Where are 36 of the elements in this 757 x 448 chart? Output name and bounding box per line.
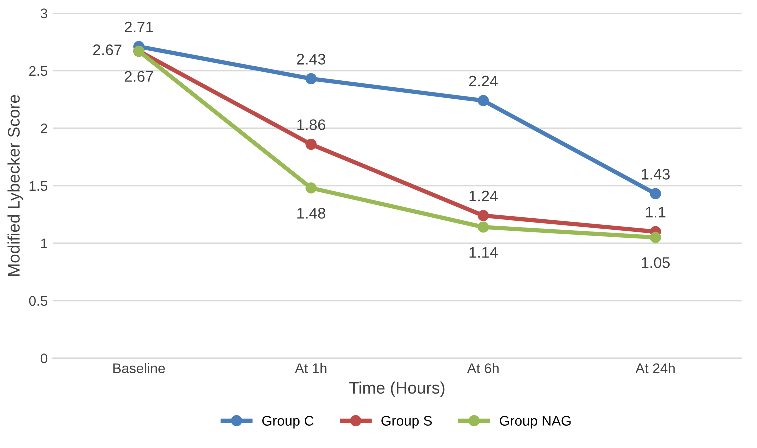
x-tick-label: At 1h — [295, 363, 327, 374]
point — [478, 95, 490, 106]
x-tick-label: Baseline — [114, 363, 166, 374]
point — [478, 222, 490, 233]
point — [306, 182, 317, 194]
legend-label: Group S — [382, 416, 432, 429]
data-label: 1.48 — [298, 208, 326, 219]
y-tick-label: 1.5 — [30, 181, 48, 192]
y-tick-label: 3 — [40, 8, 48, 19]
data-label: 2.43 — [297, 54, 326, 65]
data-label: 1.24 — [470, 190, 498, 202]
data-label: 1.05 — [642, 258, 670, 268]
point — [306, 138, 317, 150]
y-tick-label: 2.5 — [30, 66, 48, 76]
x-tick-label: At 24h — [636, 363, 675, 374]
y-tick-label: 0.5 — [29, 296, 48, 306]
y-axis-title: Modified Lybecker Score — [8, 95, 24, 276]
data-label: 1.14 — [470, 247, 498, 258]
y-tick-label: 0 — [40, 354, 48, 364]
data-label: 1.86 — [298, 120, 326, 130]
data-label: 2.24 — [469, 76, 498, 87]
data-label: 2.67 — [93, 44, 122, 56]
legend-label: Group C — [262, 416, 314, 429]
x-tick-label: At 6h — [467, 363, 499, 374]
legend-label: Group NAG — [500, 416, 571, 429]
point — [478, 210, 490, 222]
data-label: 1.43 — [642, 169, 670, 180]
data-label: 2.67 — [125, 71, 154, 82]
point — [650, 188, 662, 200]
x-axis-title: Time (Hours) — [350, 382, 445, 398]
data-label: 1.1 — [646, 207, 666, 218]
point — [650, 232, 662, 244]
data-label: 2.71 — [125, 22, 154, 33]
point — [306, 73, 317, 85]
y-tick-label: 1 — [41, 238, 48, 248]
y-tick-label: 2 — [41, 124, 48, 134]
